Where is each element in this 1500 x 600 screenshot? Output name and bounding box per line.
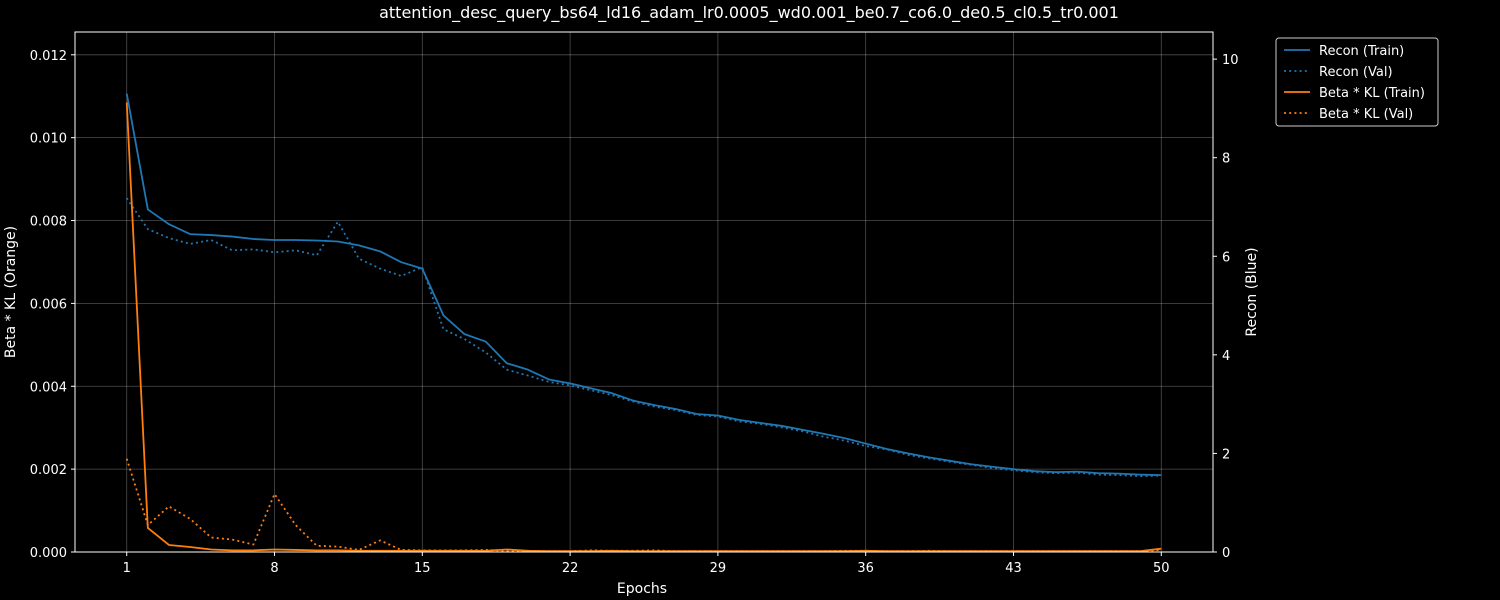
gridlines <box>75 32 1213 553</box>
y-left-tick-label: 0.006 <box>30 297 67 312</box>
y-axis-right-label: Recon (Blue) <box>1244 247 1260 336</box>
x-tick-label: 43 <box>1005 561 1022 576</box>
x-axis-label: Epochs <box>617 581 667 597</box>
series-lines <box>125 93 1162 552</box>
y-right-tick-label: 2 <box>1222 447 1230 462</box>
y-left-tick-label: 0.004 <box>30 380 67 395</box>
y-left-tick-label: 0.010 <box>30 132 67 147</box>
x-tick-label: 1 <box>123 561 131 576</box>
legend: Recon (Train) Recon (Val) Beta * KL (Train… <box>1275 37 1439 127</box>
series-line-recon-train <box>125 93 1162 477</box>
y-axis-right-ticks: 0 2 4 6 8 10 <box>1213 53 1239 561</box>
y-right-tick-label: 0 <box>1222 546 1230 561</box>
x-tick-label: 15 <box>414 561 431 576</box>
legend-label: Recon (Val) <box>1319 65 1393 80</box>
legend-label: Recon (Train) <box>1319 44 1404 59</box>
plot-frame <box>74 31 1214 553</box>
chart-title: attention_desc_query_bs64_ld16_adam_lr0.… <box>379 3 1119 23</box>
y-right-tick-label: 6 <box>1222 250 1230 265</box>
y-right-tick-label: 4 <box>1222 349 1230 364</box>
x-tick-label: 36 <box>857 561 874 576</box>
x-axis-ticks: 1 8 15 22 29 36 43 50 <box>123 552 1170 576</box>
y-left-tick-label: 0.002 <box>30 463 67 478</box>
y-left-tick-label: 0.012 <box>30 49 67 64</box>
y-right-tick-label: 10 <box>1222 53 1239 68</box>
y-axis-left-label: Beta * KL (Orange) <box>3 226 19 358</box>
x-tick-label: 29 <box>710 561 727 576</box>
x-tick-label: 8 <box>270 561 278 576</box>
y-right-tick-label: 8 <box>1222 152 1230 167</box>
series-line-recon-val <box>125 197 1162 477</box>
legend-label: Beta * KL (Train) <box>1319 86 1425 101</box>
legend-label: Beta * KL (Val) <box>1319 107 1413 122</box>
x-tick-label: 50 <box>1153 561 1170 576</box>
legend-box <box>1275 37 1439 127</box>
x-tick-label: 22 <box>562 561 579 576</box>
y-left-tick-label: 0.008 <box>30 215 67 230</box>
y-left-tick-label: 0.000 <box>30 546 67 561</box>
series-line-beta-kl-train <box>125 102 1162 552</box>
y-axis-left-ticks: 0.000 0.002 0.004 0.006 0.008 0.010 0.012 <box>30 49 75 561</box>
